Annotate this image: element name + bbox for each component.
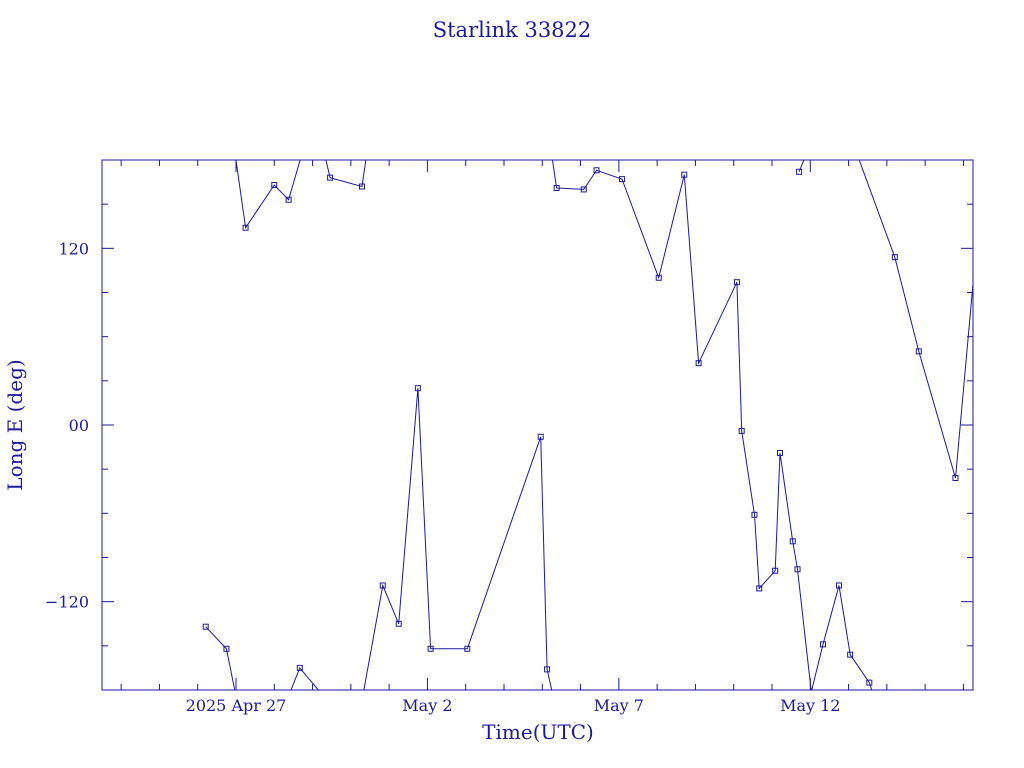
data-point: [427, 645, 434, 652]
x-tick-label: May 12: [780, 696, 840, 715]
x-tick-label: 2025 Apr 27: [186, 696, 287, 715]
data-point: [733, 279, 740, 286]
data-point: [359, 183, 366, 190]
data-point: [847, 651, 854, 658]
series-line: [235, 160, 301, 230]
data-point: [593, 167, 600, 174]
series-line: [551, 160, 812, 690]
data-point: [952, 475, 959, 481]
axis-tick-labels: 2025 Apr 27 May 2 May 7 May 12 120 00 −120: [45, 239, 840, 715]
data-point: [327, 174, 334, 181]
data-point: [978, 483, 983, 488]
data-point: [553, 184, 560, 191]
data-point: [681, 171, 688, 178]
data-point: [580, 186, 587, 193]
plot-frame: [101, 159, 974, 691]
series-line: [811, 585, 873, 690]
data-point: [619, 176, 626, 183]
data-point: [242, 224, 249, 231]
series-line: [363, 388, 553, 690]
data-point: [866, 679, 873, 686]
y-tick-label: 120: [58, 239, 89, 258]
data-point: [379, 582, 386, 589]
data-point: [820, 641, 827, 648]
data-point: [756, 585, 763, 592]
data-point: [544, 666, 551, 673]
data-point: [285, 196, 292, 203]
data-point: [776, 449, 783, 456]
x-axis-label: Time(UTC): [482, 720, 594, 744]
series-line: [205, 626, 236, 690]
data-point: [271, 182, 278, 189]
data-point: [395, 620, 402, 627]
data-point: [202, 623, 209, 630]
data-point: [891, 254, 898, 261]
series-longitude: [202, 160, 983, 690]
data-point: [655, 274, 662, 281]
series-line: [858, 160, 973, 479]
data-point: [789, 538, 796, 545]
series-line: [290, 666, 320, 690]
data-point: [738, 427, 745, 434]
data-point: [974, 246, 979, 251]
y-tick-label: 00: [69, 416, 89, 435]
y-axis-label: Long E (deg): [3, 359, 27, 490]
axis-ticks: [102, 160, 973, 690]
data-point: [414, 385, 421, 392]
series-line: [798, 160, 805, 172]
data-point: [464, 645, 471, 652]
y-tick-label: −120: [45, 593, 89, 612]
chart-title: Starlink 33822: [433, 18, 592, 42]
data-point: [794, 566, 801, 573]
data-point: [296, 664, 303, 671]
series-line: [325, 160, 367, 188]
data-point: [915, 348, 922, 355]
data-point: [223, 645, 230, 652]
data-point: [695, 360, 702, 367]
data-point: [772, 567, 779, 574]
data-point: [796, 168, 803, 175]
x-tick-label: May 7: [594, 696, 644, 715]
data-point: [836, 582, 842, 589]
x-tick-label: May 2: [402, 696, 452, 715]
data-point: [537, 433, 544, 440]
data-point: [751, 511, 758, 518]
